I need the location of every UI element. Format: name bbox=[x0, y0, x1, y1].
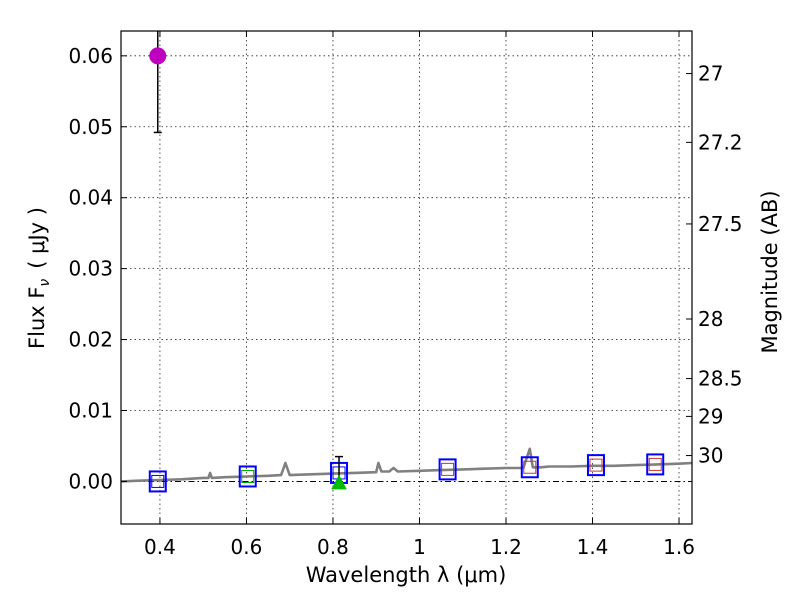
model-box-inner bbox=[441, 462, 455, 476]
y-tick-label: 0.00 bbox=[68, 469, 113, 493]
model-box-outer bbox=[148, 470, 167, 493]
triangle-flux-point bbox=[331, 474, 347, 490]
right-magnitude-axis-ticks: 27 27.2 27.5 28 28.5 29 30 bbox=[686, 62, 743, 468]
model-box-inner bbox=[523, 460, 537, 474]
x-axis-label: Wavelength λ (μm) bbox=[306, 563, 507, 587]
right-tick-label: 29 bbox=[698, 404, 723, 428]
x-tick-label: 0.8 bbox=[317, 535, 349, 559]
model-photometry-boxes bbox=[148, 453, 665, 493]
sed-model-spectrum-line bbox=[121, 447, 692, 483]
right-axis-label: Magnitude (AB) bbox=[758, 190, 782, 353]
measured-flux-point bbox=[149, 47, 167, 65]
right-tick-label: 28.5 bbox=[698, 367, 743, 391]
right-tick-label: 27.5 bbox=[698, 212, 743, 236]
model-box-outer bbox=[646, 453, 665, 476]
x-tick-label: 0.6 bbox=[231, 535, 263, 559]
gridlines bbox=[121, 31, 692, 524]
x-tick-label: 0.4 bbox=[144, 535, 176, 559]
model-box-outer bbox=[520, 456, 539, 479]
x-tick-label: 1 bbox=[413, 535, 426, 559]
y-axis-label-unit: ( μJy ) bbox=[25, 207, 49, 269]
measured-photometry-points bbox=[149, 31, 347, 490]
model-box-inner bbox=[589, 458, 603, 472]
model-box-outer bbox=[586, 454, 605, 477]
model-box-outer bbox=[438, 458, 457, 481]
y-tick-label: 0.03 bbox=[68, 257, 113, 281]
y-axis-label-subscript: ν bbox=[37, 279, 53, 287]
x-tick-label: 1.2 bbox=[490, 535, 522, 559]
x-axis-ticks: 0.4 0.6 0.8 1 1.2 1.4 1.6 bbox=[144, 31, 695, 559]
x-tick-label: 1.4 bbox=[577, 535, 609, 559]
model-box-inner bbox=[241, 469, 255, 483]
y-tick-label: 0.01 bbox=[68, 399, 113, 423]
y-axis-ticks: 0.00 0.01 0.02 0.03 0.04 0.05 0.06 bbox=[68, 44, 127, 493]
y-tick-label: 0.06 bbox=[68, 44, 113, 68]
right-tick-label: 30 bbox=[698, 444, 723, 468]
y-tick-label: 0.02 bbox=[68, 328, 113, 352]
y-axis-label: Flux Fν ( μJy ) bbox=[25, 207, 53, 349]
x-tick-label: 1.6 bbox=[663, 535, 695, 559]
y-tick-label: 0.04 bbox=[68, 186, 113, 210]
model-box-inner bbox=[151, 474, 165, 488]
y-axis-label-main: Flux F bbox=[25, 287, 49, 349]
plot-frame bbox=[120, 30, 693, 525]
model-box-outer bbox=[238, 465, 257, 488]
right-tick-label: 27 bbox=[698, 62, 723, 86]
right-tick-label: 27.2 bbox=[698, 130, 743, 154]
model-box-inner bbox=[648, 457, 662, 471]
svg-text:Flux Fν( μJy ): Flux Fν ( μJy ) bbox=[25, 207, 53, 349]
y-tick-label: 0.05 bbox=[68, 115, 113, 139]
right-tick-label: 28 bbox=[698, 307, 723, 331]
